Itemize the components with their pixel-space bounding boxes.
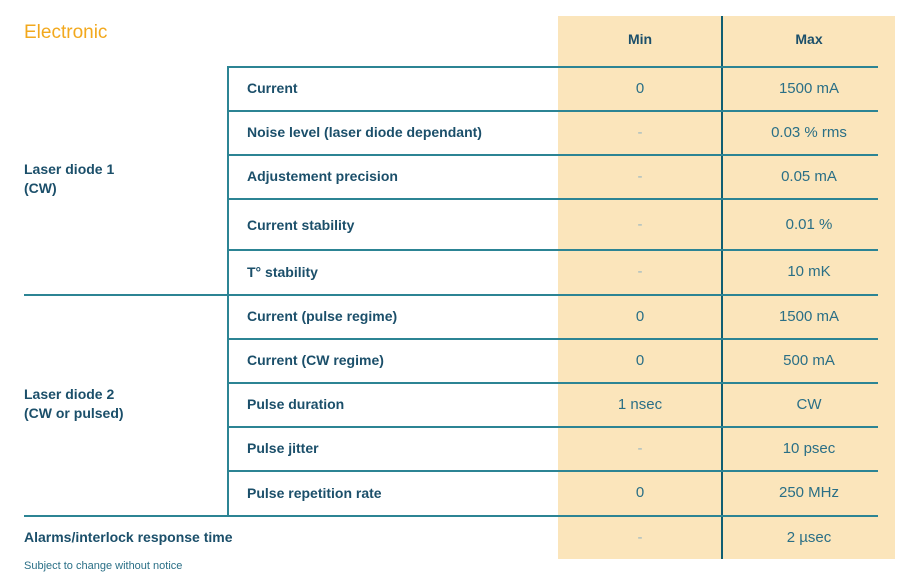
column-divider [721,16,723,559]
row-divider [228,382,878,384]
param-label: Current [247,80,298,96]
max-value: 1500 mA [778,79,840,97]
min-value: - [637,123,643,141]
min-column-background [558,16,722,559]
max-value: 10 mK [787,263,831,280]
max-value: 0.03 % rms [771,123,847,141]
min-value: - [637,216,643,233]
group-divider [24,515,878,517]
group-label-line: Laser diode 1 [24,161,115,177]
min-value: 0 [635,351,645,369]
min-value: 1 nsec [617,395,663,413]
min-value: 0 [635,79,645,97]
max-value: 0.05 mA [781,167,837,185]
group-label-line: Laser diode 2 [24,386,115,402]
section-title: Electronic [24,22,108,43]
param-label: Current (CW regime) [247,352,384,368]
min-value: - [637,167,643,185]
row-divider [228,110,878,112]
row-divider [228,470,878,472]
max-value: 500 mA [783,351,835,369]
param-label: Pulse repetition rate [247,484,382,501]
max-value: 2 µsec [786,528,832,546]
param-label: Current stability [247,216,355,233]
max-value: 10 psec [782,439,836,457]
row-divider [228,66,878,68]
min-value: - [637,439,643,457]
group-separator [227,66,229,515]
param-label: Pulse jitter [247,440,319,456]
param-label: Noise level (laser diode dependant) [247,124,482,140]
group-divider [24,294,878,296]
row-divider [228,338,878,340]
row-divider [228,249,878,251]
max-column-header: Max [795,31,823,47]
row-divider [228,426,878,428]
max-value: 1500 mA [778,307,840,325]
min-value: - [637,263,643,280]
min-value: 0 [635,307,645,325]
min-value: 0 [635,484,645,501]
max-value: CW [796,395,822,413]
param-label: Adjustement precision [247,168,398,184]
group-label-laser-diode-2: Laser diode 2 (CW or pulsed) [24,385,124,423]
group-label-line: (CW) [24,180,57,196]
max-value: 250 MHz [778,484,840,501]
param-label: Current (pulse regime) [247,308,398,324]
min-column-header: Min [627,31,653,47]
footnote: Subject to change without notice [24,560,183,572]
min-value: - [637,528,643,546]
max-value: 0.01 % [785,216,833,233]
max-column-background [723,16,895,559]
group-label-laser-diode-1: Laser diode 1 (CW) [24,160,114,198]
row-divider [228,154,878,156]
row-divider [228,198,878,200]
param-label: Pulse duration [247,396,345,412]
param-label: Alarms/interlock response time [24,529,233,545]
group-label-line: (CW or pulsed) [24,405,124,421]
param-label: T° stability [247,263,318,280]
